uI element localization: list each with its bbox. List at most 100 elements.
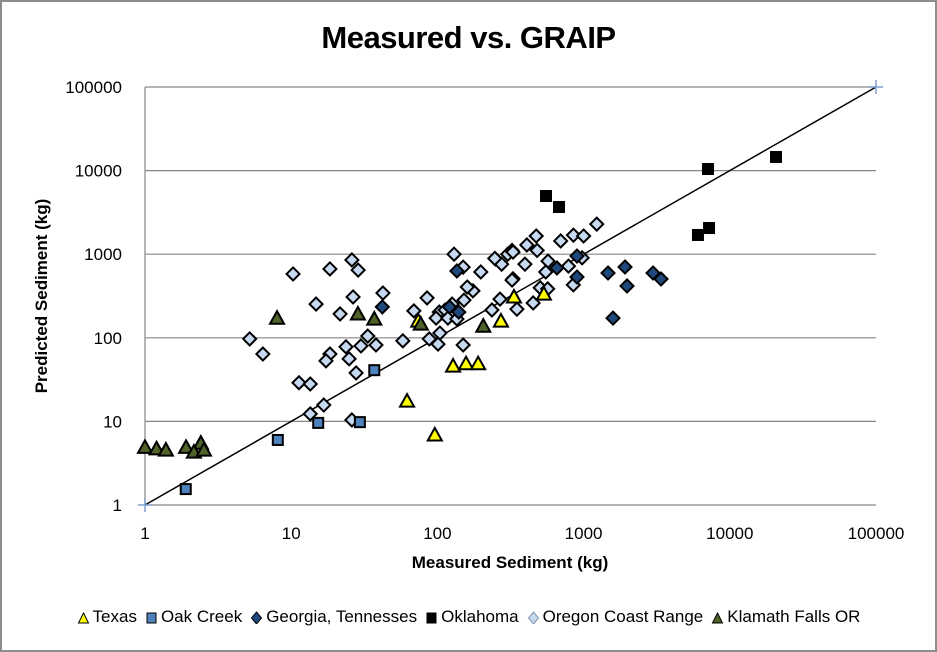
legend-item: Texas (77, 607, 137, 627)
data-point (456, 292, 472, 309)
data-point (136, 438, 154, 454)
legend-label: Texas (92, 607, 137, 626)
data-point (569, 269, 585, 285)
data-point (195, 440, 213, 457)
data-point (343, 252, 360, 268)
y-tick-label: 100 (94, 329, 122, 348)
legend-marker-triangle-icon (77, 611, 89, 624)
data-point (472, 264, 489, 280)
data-point (486, 250, 503, 267)
y-axis-title: Predicted Sediment (kg) (32, 199, 51, 394)
data-point (441, 299, 458, 315)
data-point (285, 266, 301, 282)
data-point (450, 304, 467, 321)
data-point (518, 237, 535, 253)
data-point (560, 258, 577, 275)
legend-item: Oak Creek (145, 607, 242, 627)
data-point (449, 263, 465, 279)
data-point (322, 261, 338, 277)
data-point (147, 439, 166, 456)
data-point (539, 190, 552, 203)
data-point (308, 296, 325, 313)
data-point (419, 289, 435, 306)
data-point (341, 350, 358, 367)
data-point (484, 302, 500, 318)
data-point (338, 338, 354, 355)
data-point (474, 317, 492, 333)
data-point (350, 262, 367, 278)
data-point (374, 299, 391, 315)
data-point (332, 306, 349, 322)
series-oklahoma (539, 150, 782, 241)
series-georgia-tennesses (374, 248, 669, 327)
legend-item: Oklahoma (425, 607, 519, 627)
data-point (517, 256, 533, 273)
y-tick-label: 10000 (75, 162, 122, 181)
legend-label: Georgia, Tennesses (266, 607, 418, 626)
data-point (469, 354, 487, 371)
series-klamath-falls-or (136, 304, 492, 459)
data-point (359, 328, 376, 344)
legend-label: Oklahoma (441, 607, 519, 626)
data-point (428, 310, 445, 327)
data-point (302, 376, 319, 392)
data-point (537, 264, 554, 280)
data-point (617, 259, 633, 275)
x-tick-label: 10000 (706, 524, 753, 543)
legend-item: Georgia, Tennesses (250, 607, 417, 627)
legend: Texas Oak Creek Georgia, Tennesses Oklahoma… (0, 607, 937, 627)
data-point (565, 227, 582, 244)
legend-item: Oregon Coast Range (527, 607, 704, 627)
legend-marker-triangle-icon (711, 611, 724, 624)
data-point (271, 433, 284, 446)
data-point (653, 271, 669, 287)
series-oregon-coast-range (241, 216, 605, 428)
data-point (268, 309, 286, 325)
series-oak-creek (179, 364, 381, 496)
data-point (349, 304, 367, 321)
data-point (509, 301, 525, 318)
data-point (446, 246, 462, 263)
data-point (702, 163, 715, 176)
data-point (549, 260, 565, 276)
legend-item: Klamath Falls OR (711, 607, 860, 627)
data-point (703, 222, 716, 235)
data-point (315, 397, 332, 413)
data-point (394, 332, 411, 349)
data-point (353, 337, 369, 354)
series-texas (398, 284, 553, 442)
y-tick-label: 1 (113, 496, 122, 515)
y-tick-labels: 1 10 100 1000 10000 100000 (65, 78, 122, 515)
legend-label: Oregon Coast Range (542, 607, 704, 626)
data-point (505, 244, 521, 260)
x-tick-labels: 1 10 100 1000 10000 100000 (140, 524, 904, 543)
data-point (241, 330, 258, 347)
data-point (691, 228, 704, 241)
legend-label: Klamath Falls OR (727, 607, 861, 626)
data-point (529, 242, 546, 259)
data-point (505, 287, 523, 304)
legend-label: Oak Creek (160, 607, 243, 626)
data-point (412, 315, 430, 331)
chart-title: Measured vs. GRAIP (321, 20, 616, 55)
data-point (600, 265, 616, 281)
data-point (426, 425, 444, 442)
data-point (575, 228, 592, 244)
data-point (365, 309, 383, 326)
data-point (457, 354, 475, 371)
data-point (375, 285, 391, 301)
legend-marker-square-icon (426, 612, 437, 624)
data-point (492, 311, 510, 328)
legend-marker-diamond-icon (251, 611, 263, 624)
y-tick-label: 1000 (84, 245, 122, 264)
legend-marker-diamond-icon (527, 611, 539, 624)
data-point (179, 483, 192, 496)
data-point (492, 291, 508, 308)
data-point (177, 438, 195, 454)
legend-marker-square-icon (146, 612, 157, 624)
data-points (136, 150, 782, 496)
data-point (353, 416, 366, 429)
x-tick-label: 100 (423, 524, 451, 543)
data-point (254, 346, 271, 362)
